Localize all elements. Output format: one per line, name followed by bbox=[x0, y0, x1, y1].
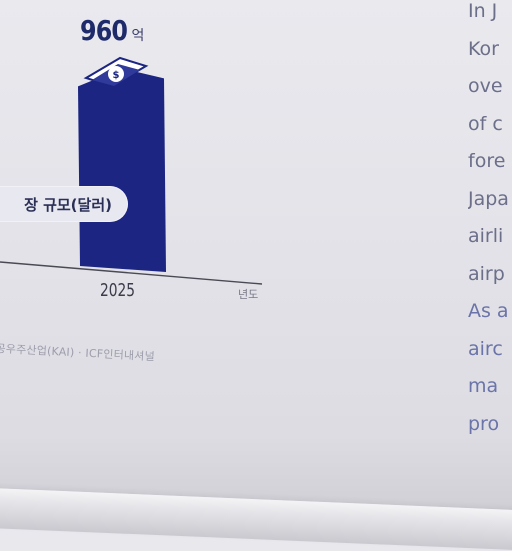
article-line: fore bbox=[468, 150, 506, 172]
bars-group bbox=[78, 68, 166, 273]
article-line: airp bbox=[468, 262, 505, 285]
money-icon: $ bbox=[83, 56, 149, 88]
bar-value-unit: 억 bbox=[131, 28, 145, 44]
monitor-bezel-edge bbox=[0, 488, 512, 551]
article-line: Kor bbox=[468, 37, 499, 60]
bar-chart-svg: $ bbox=[0, 56, 263, 285]
source-caption: 공우주산업(KAI) · ICF인터내셔널 bbox=[0, 341, 156, 364]
article-line: ove bbox=[468, 75, 503, 97]
article-text: In J Kor ove of c fore Japa airli airp As a airc m… bbox=[468, 0, 512, 440]
article-line: pro bbox=[468, 412, 500, 435]
article-line: airc bbox=[468, 337, 503, 360]
bar-2025 bbox=[78, 68, 166, 273]
article-line: In J bbox=[468, 0, 498, 22]
svg-text:$: $ bbox=[113, 70, 120, 81]
legend-pill: 장 규모(달러) bbox=[0, 186, 128, 222]
x-axis-unit: 년도 bbox=[238, 288, 259, 301]
legend-label: 장 규모(달러) bbox=[24, 195, 112, 214]
x-axis-line bbox=[0, 261, 263, 285]
article-line: of c bbox=[468, 112, 503, 135]
bar-value-label: 960 억 bbox=[80, 14, 144, 47]
bar-value-number: 960 bbox=[80, 14, 128, 47]
article-line: airli bbox=[468, 225, 504, 247]
article-line: ma bbox=[468, 375, 499, 397]
market-size-chart: $ 960 억 장 규모(달러) 2025 년도 공우주산업(KAI) · IC… bbox=[0, 0, 300, 380]
x-tick-label: 2025 bbox=[100, 280, 136, 301]
article-line: As a bbox=[468, 300, 509, 322]
article-line: Japa bbox=[468, 187, 509, 210]
